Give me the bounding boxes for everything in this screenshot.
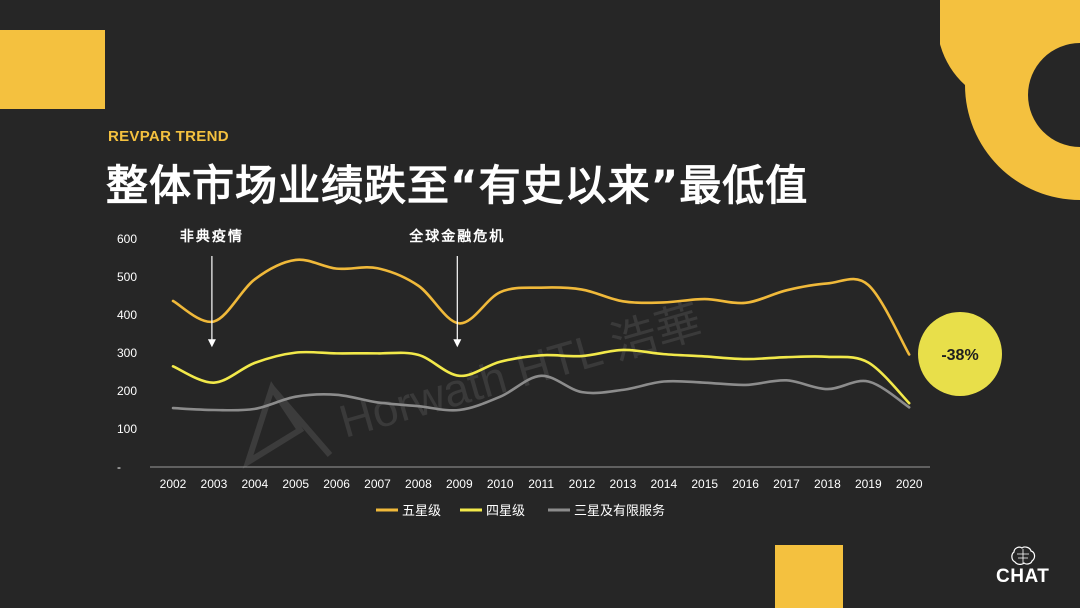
page-title: 整体市场业绩跌至“有史以来”最低值 <box>106 161 809 210</box>
x-tick-label: 2011 <box>528 477 554 491</box>
x-tick-label: 2008 <box>405 477 432 491</box>
series-line-three-star <box>171 374 911 412</box>
decorative-square-bottom <box>775 545 843 608</box>
x-tick-label: 2004 <box>241 477 268 491</box>
x-tick-label: 2006 <box>323 477 350 491</box>
decline-callout-circle <box>918 312 1002 396</box>
decorative-corner-shape <box>940 0 1080 200</box>
x-tick-label: 2020 <box>896 477 923 491</box>
y-tick-label: 300 <box>117 346 137 360</box>
decorative-square-top-left <box>0 30 105 109</box>
x-tick-label: 2013 <box>610 477 637 491</box>
series-line-four-star <box>171 348 911 405</box>
y-tick-label: 400 <box>117 308 137 322</box>
y-tick-label: - <box>117 460 121 474</box>
x-tick-label: 2014 <box>650 477 677 491</box>
decline-callout-label: -38% <box>941 347 978 364</box>
legend-label: 五星级 <box>402 504 441 519</box>
legend-label: 三星及有限服务 <box>574 503 665 519</box>
x-tick-label: 2003 <box>201 477 228 491</box>
watermark-logo-mark <box>242 381 333 469</box>
x-tick-label: 2015 <box>691 477 718 491</box>
annotation-label: 全球金融危机 <box>408 228 505 245</box>
x-tick-label: 2009 <box>446 477 473 491</box>
annotation-arrow-head <box>207 339 216 348</box>
x-tick-label: 2010 <box>487 477 514 491</box>
x-tick-label: 2018 <box>814 477 841 491</box>
x-tick-label: 2005 <box>282 477 309 491</box>
series-line-five-star <box>171 258 911 356</box>
y-tick-label: 500 <box>117 270 137 284</box>
section-eyebrow: REVPAR TREND <box>108 128 229 145</box>
y-tick-label: 200 <box>117 384 137 398</box>
x-tick-label: 2007 <box>364 477 391 491</box>
y-tick-label: 600 <box>117 232 137 246</box>
legend-label: 四星级 <box>486 504 525 519</box>
x-tick-label: 2012 <box>569 477 596 491</box>
annotation-arrow-head <box>453 339 462 348</box>
watermark-text: Horwath HTL 浩華 <box>333 295 707 448</box>
x-tick-label: 2002 <box>160 477 187 491</box>
y-tick-label: 100 <box>117 422 137 436</box>
x-tick-label: 2016 <box>732 477 759 491</box>
x-tick-label: 2019 <box>855 477 882 491</box>
annotation-label: 非典疫情 <box>180 228 244 245</box>
brand-wordmark: CHAT <box>996 566 1050 587</box>
brain-logo-icon <box>1011 546 1036 565</box>
x-tick-label: 2017 <box>773 477 800 491</box>
